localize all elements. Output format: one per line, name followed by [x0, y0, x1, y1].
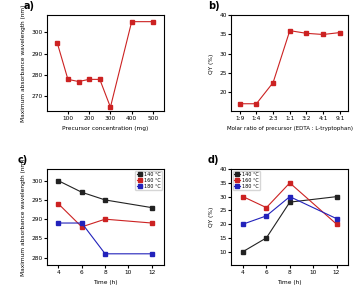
- Line: 140 °C: 140 °C: [241, 195, 338, 253]
- Legend: 140 °C, 160 °C, 180 °C: 140 °C, 160 °C, 180 °C: [233, 170, 260, 190]
- 160 °C: [56, 202, 61, 206]
- Y-axis label: QY (%): QY (%): [209, 53, 214, 74]
- X-axis label: Molar ratio of precursor (EDTA : L-tryptophan): Molar ratio of precursor (EDTA : L-trypt…: [227, 126, 353, 131]
- 140 °C: [334, 195, 339, 199]
- Y-axis label: QY (%): QY (%): [209, 207, 214, 228]
- Text: c): c): [18, 155, 28, 165]
- Line: 140 °C: 140 °C: [57, 179, 154, 209]
- 160 °C: [241, 195, 245, 199]
- 140 °C: [80, 190, 84, 194]
- X-axis label: Precursor concentration (mg): Precursor concentration (mg): [62, 126, 148, 131]
- 180 °C: [150, 252, 154, 256]
- 160 °C: [334, 222, 339, 226]
- 140 °C: [56, 179, 61, 182]
- 180 °C: [241, 222, 245, 226]
- Y-axis label: Maximum absorbance wavelength (nm): Maximum absorbance wavelength (nm): [21, 159, 26, 276]
- 160 °C: [150, 221, 154, 225]
- 140 °C: [264, 236, 269, 240]
- 180 °C: [80, 221, 84, 225]
- 140 °C: [241, 250, 245, 253]
- X-axis label: Time (h): Time (h): [278, 280, 302, 285]
- 160 °C: [288, 181, 292, 185]
- 160 °C: [80, 225, 84, 229]
- 140 °C: [288, 200, 292, 204]
- 140 °C: [103, 198, 107, 202]
- 180 °C: [334, 217, 339, 221]
- 180 °C: [103, 252, 107, 256]
- Text: a): a): [23, 2, 34, 12]
- Text: d): d): [208, 155, 219, 165]
- 160 °C: [103, 217, 107, 221]
- Legend: 140 °C, 160 °C, 180 °C: 140 °C, 160 °C, 180 °C: [135, 170, 162, 190]
- Line: 180 °C: 180 °C: [57, 221, 154, 256]
- 180 °C: [56, 221, 61, 225]
- 180 °C: [264, 214, 269, 218]
- 160 °C: [264, 206, 269, 210]
- X-axis label: Time (h): Time (h): [93, 280, 117, 285]
- Text: b): b): [208, 2, 220, 12]
- 140 °C: [150, 206, 154, 210]
- Line: 160 °C: 160 °C: [57, 202, 154, 229]
- Y-axis label: Maximum absorbance wavelength (nm): Maximum absorbance wavelength (nm): [21, 5, 26, 122]
- Line: 180 °C: 180 °C: [241, 195, 338, 226]
- 180 °C: [288, 195, 292, 199]
- Line: 160 °C: 160 °C: [241, 181, 338, 226]
